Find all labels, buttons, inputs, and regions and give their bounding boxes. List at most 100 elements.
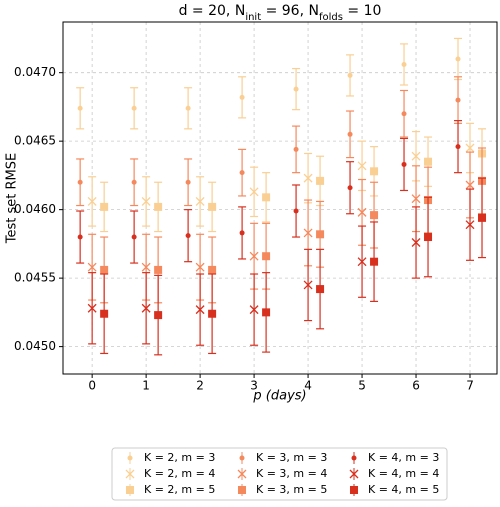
marker bbox=[411, 194, 421, 204]
x-tick-label: 1 bbox=[142, 379, 150, 393]
chart-title: d = 20, Ninit = 96, Nfolds = 10 bbox=[179, 3, 382, 23]
marker bbox=[401, 111, 407, 117]
marker bbox=[465, 220, 475, 230]
marker bbox=[77, 234, 83, 240]
marker bbox=[357, 161, 367, 171]
marker bbox=[131, 179, 137, 185]
y-axis-label: Test set RMSE bbox=[5, 153, 20, 244]
marker bbox=[262, 252, 271, 261]
legend-entry: K = 4, m = 5 bbox=[350, 483, 439, 496]
marker bbox=[303, 228, 313, 238]
marker bbox=[424, 157, 433, 166]
marker bbox=[195, 305, 205, 315]
marker bbox=[249, 187, 259, 197]
marker bbox=[316, 230, 325, 239]
marker bbox=[77, 105, 83, 111]
marker bbox=[293, 86, 299, 92]
marker bbox=[350, 486, 358, 494]
marker bbox=[455, 97, 461, 103]
marker bbox=[349, 469, 359, 479]
legend-entry: K = 3, m = 4 bbox=[237, 467, 327, 480]
marker bbox=[100, 265, 109, 274]
marker bbox=[316, 176, 325, 185]
marker bbox=[303, 280, 313, 290]
marker bbox=[195, 196, 205, 206]
x-axis-label: p (days) bbox=[252, 389, 306, 404]
legend-entry: K = 2, m = 4 bbox=[125, 467, 215, 480]
marker bbox=[293, 146, 299, 152]
marker bbox=[347, 72, 353, 78]
legend-entry: K = 4, m = 3 bbox=[351, 451, 439, 464]
x-tick-label: 0 bbox=[88, 379, 96, 393]
marker bbox=[351, 455, 357, 461]
marker bbox=[237, 469, 247, 479]
marker bbox=[465, 180, 475, 190]
marker bbox=[195, 262, 205, 272]
marker bbox=[141, 262, 151, 272]
marker bbox=[411, 151, 421, 161]
marker bbox=[87, 196, 97, 206]
legend-label: K = 2, m = 3 bbox=[144, 451, 215, 464]
marker bbox=[347, 185, 353, 191]
x-tick-label: 4 bbox=[304, 379, 312, 393]
x-tick-label: 6 bbox=[412, 379, 420, 393]
marker bbox=[249, 305, 259, 315]
marker bbox=[411, 238, 421, 247]
marker bbox=[401, 61, 407, 67]
marker bbox=[239, 94, 245, 100]
marker bbox=[77, 179, 83, 185]
legend-box bbox=[111, 447, 448, 501]
marker bbox=[424, 233, 433, 242]
marker bbox=[370, 257, 379, 266]
title-part: folds bbox=[319, 12, 343, 23]
marker bbox=[141, 303, 151, 313]
marker bbox=[478, 213, 487, 222]
legend-label: K = 4, m = 3 bbox=[368, 451, 439, 464]
legend-label: K = 2, m = 5 bbox=[144, 483, 215, 496]
x-tick-label: 5 bbox=[358, 379, 366, 393]
legend-label: K = 4, m = 4 bbox=[368, 467, 439, 480]
marker bbox=[100, 309, 109, 318]
marker bbox=[126, 486, 134, 494]
marker bbox=[87, 262, 97, 272]
title-part: = 10 bbox=[343, 3, 381, 19]
marker bbox=[303, 173, 313, 183]
marker bbox=[208, 265, 217, 274]
y-tick-label: 0.0460 bbox=[14, 202, 56, 216]
marker bbox=[239, 170, 245, 176]
y-tick-label: 0.0470 bbox=[14, 65, 56, 79]
marker bbox=[185, 179, 191, 185]
marker bbox=[239, 230, 245, 236]
marker bbox=[154, 265, 163, 274]
marker bbox=[239, 455, 245, 461]
legend-entry: K = 4, m = 4 bbox=[349, 467, 439, 480]
marker bbox=[401, 161, 407, 167]
plot-frame bbox=[62, 21, 498, 375]
marker bbox=[357, 207, 367, 217]
marker bbox=[249, 251, 259, 261]
marker bbox=[370, 211, 379, 220]
marker bbox=[208, 309, 217, 318]
title-part: d = 20, N bbox=[179, 3, 246, 19]
marker bbox=[154, 202, 163, 211]
legend-label: K = 3, m = 5 bbox=[256, 483, 327, 496]
marker bbox=[316, 285, 325, 294]
y-tick-label: 0.0465 bbox=[14, 134, 56, 148]
legend-label: K = 3, m = 4 bbox=[256, 467, 327, 480]
x-tick-label: 3 bbox=[250, 379, 258, 393]
legend-label: K = 4, m = 5 bbox=[368, 483, 439, 496]
legend-entry: K = 2, m = 5 bbox=[126, 483, 215, 496]
legend-label: K = 3, m = 3 bbox=[256, 451, 327, 464]
marker bbox=[100, 202, 109, 211]
marker bbox=[208, 202, 217, 211]
marker bbox=[455, 56, 461, 62]
marker bbox=[185, 105, 191, 111]
marker bbox=[125, 469, 135, 479]
y-tick-label: 0.0450 bbox=[14, 339, 56, 353]
marker bbox=[262, 193, 271, 202]
marker bbox=[87, 303, 97, 313]
marker bbox=[370, 167, 379, 176]
marker bbox=[127, 455, 133, 461]
marker bbox=[455, 144, 461, 150]
